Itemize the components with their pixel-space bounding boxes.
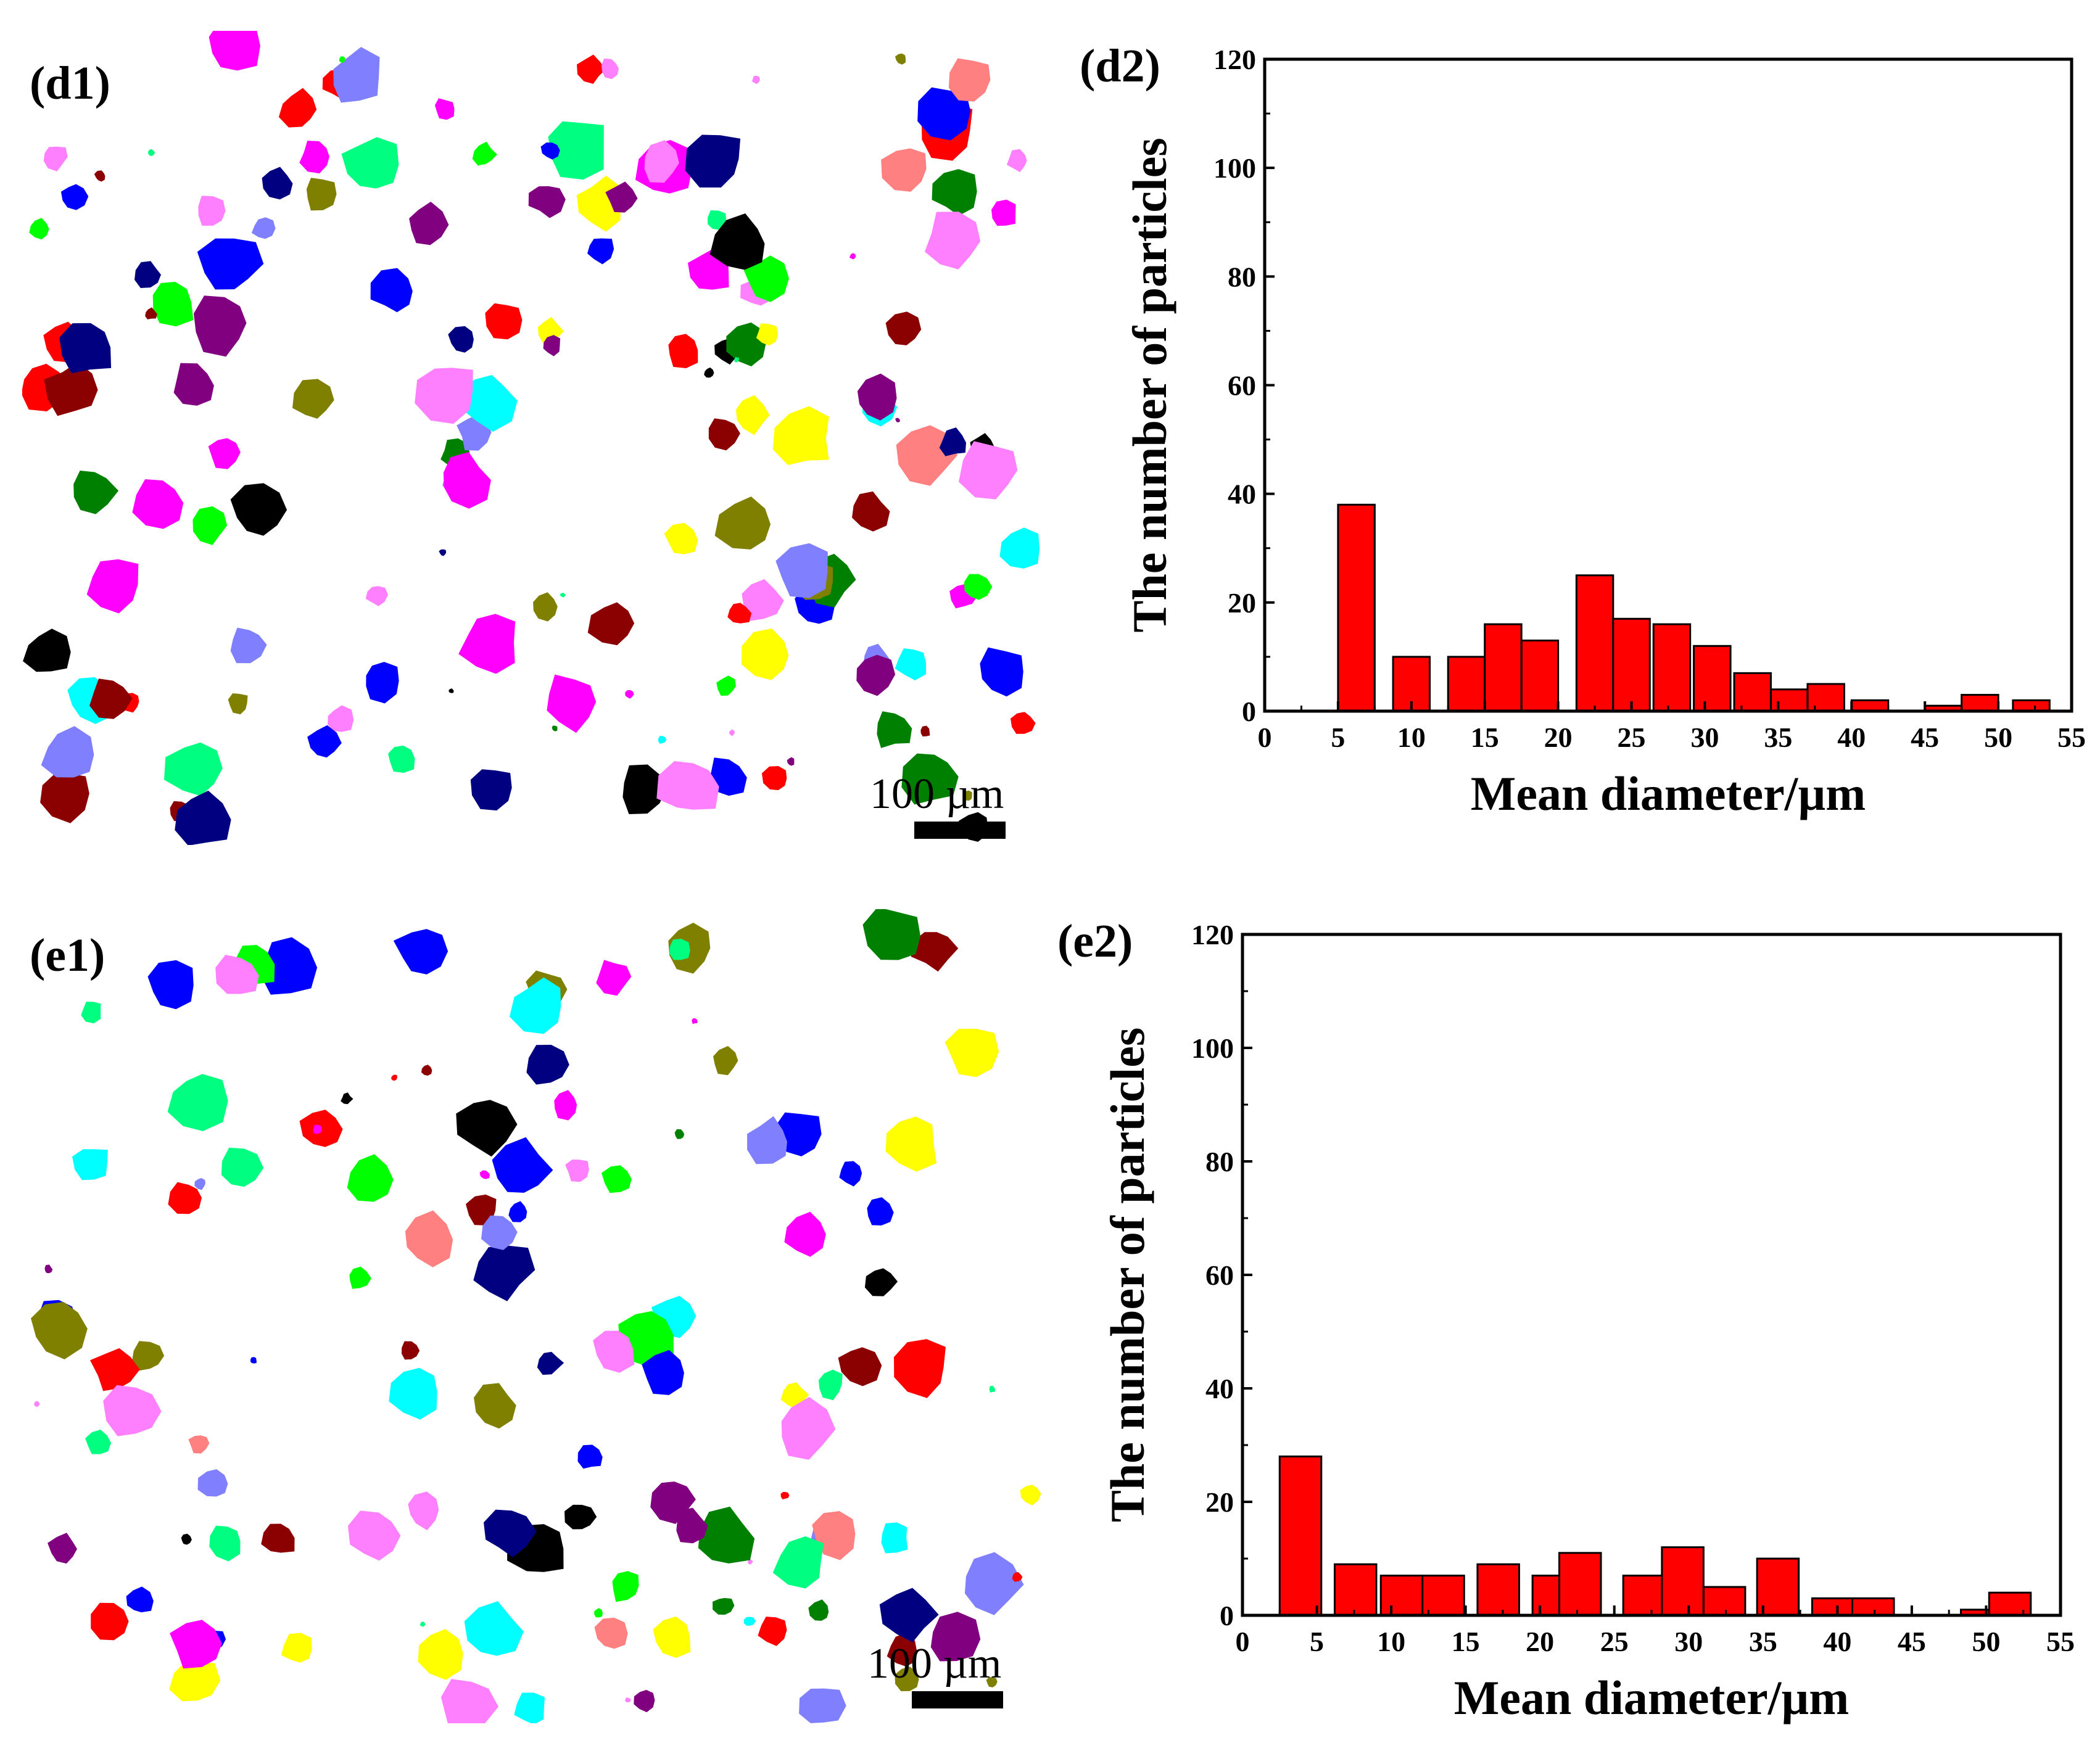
histogram-d2-panel-label: (d2) — [1080, 40, 1160, 92]
histogram-e2: 0 5 10 15 20 25 30 35 40 45 50 55 0 20 40 60 80 100 120 Mea… — [1067, 888, 2091, 1739]
histogram-e2-bar — [1334, 1564, 1376, 1615]
histogram-d2-bar — [2013, 700, 2049, 711]
histogram-e2-y-tick-label: 40 — [1205, 1373, 1234, 1404]
scale-bar-d1-bar — [914, 822, 1006, 839]
scale-bar-e1-text: 100 µm — [867, 1641, 1001, 1687]
histogram-e2-x-tick-label: 15 — [1452, 1626, 1480, 1657]
histogram-d2-y-tick-label: 120 — [1213, 44, 1256, 75]
histogram-e2-x-tick-label: 40 — [1823, 1626, 1851, 1657]
histogram-d2-y-tick-label: 40 — [1228, 479, 1256, 510]
particle — [669, 939, 690, 960]
histogram-e2-y-tick-label: 100 — [1191, 1032, 1234, 1064]
histogram-e2-bar — [1812, 1598, 1854, 1615]
histogram-e2-bar — [1381, 1576, 1423, 1615]
histogram-d2-x-tick-label: 25 — [1618, 722, 1646, 753]
histogram-d2-x-tick-label: 40 — [1837, 722, 1866, 753]
histogram-d2-bar — [1448, 657, 1484, 711]
histogram-e2-x-tick-label: 30 — [1674, 1626, 1703, 1657]
histogram-e2-bar — [1423, 1576, 1465, 1615]
histogram-e2-bar — [1852, 1598, 1894, 1615]
histogram-d2-x-tick-label: 35 — [1764, 722, 1792, 753]
scale-bar-e1: 100 µm — [849, 1641, 1052, 1721]
histogram-d2-y-tick-label: 100 — [1213, 152, 1256, 184]
panel-label-d1: (d1) — [30, 53, 141, 115]
histogram-d2-y-tick-label: 60 — [1228, 370, 1256, 402]
histogram-d2-bar — [1851, 700, 1888, 711]
micrograph-d1 — [22, 31, 1046, 845]
panel-label-e1-text: (e1) — [30, 929, 105, 981]
histogram-d2-bar — [1962, 695, 1998, 711]
panel-label-e1: (e1) — [30, 925, 141, 987]
histogram-e2-x-axis-title: Mean diameter/µm — [1454, 1671, 1850, 1724]
histogram-e2-x-tick-label: 50 — [1972, 1626, 2000, 1657]
histogram-d2-x-tick-label: 50 — [1984, 722, 2012, 753]
histogram-e2-bar — [1623, 1576, 1665, 1615]
histogram-e2-y-tick-label: 80 — [1205, 1146, 1234, 1177]
histogram-e2-bar — [1989, 1593, 2031, 1615]
histogram-d2-x-tick-label: 20 — [1544, 722, 1573, 753]
histogram-d2-bar — [1808, 684, 1844, 711]
panel-label-d1-text: (d1) — [30, 57, 110, 109]
histogram-d2-y-tick-label: 0 — [1242, 696, 1256, 727]
histogram-e2-x-tick-label: 0 — [1236, 1626, 1250, 1657]
histogram-e2-x-tick-label: 25 — [1600, 1626, 1629, 1657]
micrograph-d1-canvas — [22, 31, 1046, 845]
histogram-d2-x-tick-label: 15 — [1471, 722, 1499, 753]
histogram-e2-x-tick-label: 55 — [2046, 1626, 2075, 1657]
histogram-d2-x-tick-label: 45 — [1911, 722, 1939, 753]
histogram-e2-x-tick-label: 35 — [1749, 1626, 1777, 1657]
histogram-e2-panel-label: (e2) — [1057, 915, 1133, 967]
histogram-e2-svg: 0 5 10 15 20 25 30 35 40 45 50 55 0 20 40 60 80 100 120 Mea… — [1067, 888, 2091, 1739]
micrograph-e1 — [22, 909, 1046, 1723]
scale-bar-d1: 100 µm — [851, 771, 1055, 851]
particle — [799, 1689, 846, 1723]
histogram-e2-y-tick-label: 20 — [1205, 1486, 1234, 1518]
histogram-e2-y-axis-title: The number of particles — [1101, 1028, 1154, 1522]
histogram-e2-x-tick-label: 5 — [1310, 1626, 1324, 1657]
histogram-d2-bar — [1521, 640, 1558, 711]
particle — [313, 1125, 322, 1134]
particle — [250, 1357, 257, 1364]
histogram-d2-x-axis-title: Mean diameter/µm — [1471, 767, 1866, 820]
histogram-d2-bar — [1338, 505, 1375, 711]
histogram-e2-y-tick-label: 60 — [1205, 1259, 1234, 1291]
histogram-d2-x-tick-label: 30 — [1690, 722, 1719, 753]
histogram-d2-y-axis-title: The number of particles — [1123, 138, 1176, 632]
histogram-e2-bar — [1478, 1564, 1519, 1615]
histogram-d2-bar — [1694, 646, 1730, 711]
histogram-d2: 0 5 10 15 20 25 30 35 40 45 50 55 0 20 40 60 80 100 120 Mea… — [1067, 25, 2091, 851]
histogram-d2-x-tick-label: 55 — [2057, 722, 2086, 753]
histogram-e2-y-tick-label: 0 — [1220, 1600, 1234, 1631]
histogram-e2-bar — [1703, 1587, 1745, 1615]
histogram-d2-bar — [1653, 624, 1690, 711]
histogram-d2-bar — [1771, 690, 1807, 711]
histogram-d2-y-tick-label: 20 — [1228, 587, 1256, 619]
histogram-d2-bar — [1576, 575, 1613, 711]
histogram-d2-bar — [1485, 624, 1521, 711]
histogram-d2-x-tick-label: 0 — [1258, 722, 1272, 753]
histogram-e2-plot-frame — [1242, 934, 2061, 1615]
histogram-e2-y-tick-label: 120 — [1191, 919, 1234, 950]
histogram-d2-svg: 0 5 10 15 20 25 30 35 40 45 50 55 0 20 40 60 80 100 120 Mea… — [1067, 25, 2091, 851]
histogram-e2-x-tick-label: 45 — [1898, 1626, 1926, 1657]
scale-bar-d1-text: 100 µm — [870, 771, 1004, 818]
histogram-e2-x-tick-label: 10 — [1377, 1626, 1405, 1657]
histogram-d2-y-tick-label: 80 — [1228, 261, 1256, 292]
histogram-d2-plot-frame — [1265, 59, 2072, 711]
histogram-d2-bar — [1734, 673, 1771, 711]
scale-bar-e1-bar — [912, 1691, 1003, 1708]
histogram-d2-x-tick-label: 10 — [1397, 722, 1426, 753]
histogram-e2-x-tick-label: 20 — [1526, 1626, 1554, 1657]
micrograph-e1-canvas — [22, 909, 1046, 1723]
histogram-d2-bar — [1613, 619, 1650, 711]
particle — [882, 1522, 908, 1553]
histogram-d2-x-tick-label: 5 — [1331, 722, 1345, 753]
histogram-e2-bar — [1279, 1456, 1321, 1615]
histogram-e2-bar — [1560, 1553, 1602, 1615]
histogram-e2-bar — [1662, 1547, 1704, 1615]
